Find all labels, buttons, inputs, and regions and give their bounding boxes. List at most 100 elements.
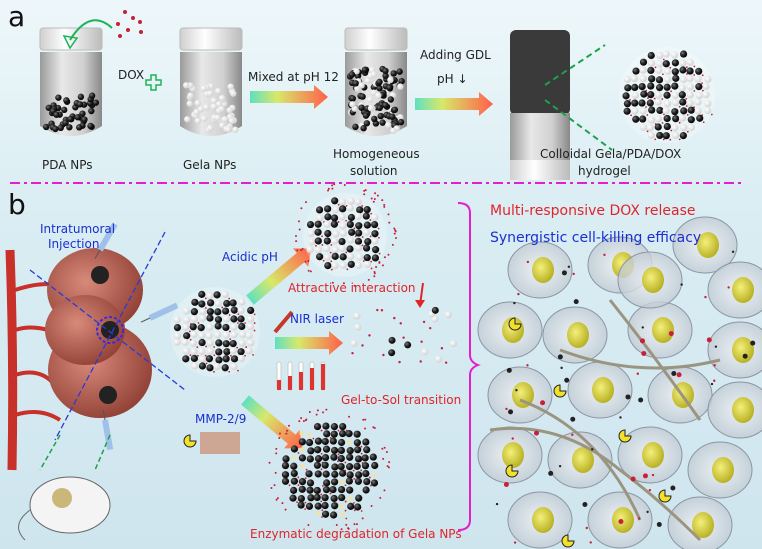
released-particle xyxy=(495,502,499,506)
syringe-needle xyxy=(102,410,106,421)
gela-nanoparticle xyxy=(338,213,346,221)
mix-label: Mixed at pH 12 xyxy=(248,70,339,84)
gela-nanoparticle xyxy=(314,246,322,254)
gela-nanoparticle xyxy=(694,98,702,106)
pda-nanoparticle xyxy=(371,230,379,238)
injected-hydrogel xyxy=(101,321,119,339)
pda-nanoparticle xyxy=(346,220,354,229)
released-dox xyxy=(278,437,281,440)
dox-molecule xyxy=(362,260,365,262)
pda-nanoparticle xyxy=(363,446,371,454)
released-particle xyxy=(713,364,716,367)
syringe-needle xyxy=(94,249,101,259)
pda-nanoparticle xyxy=(198,362,207,370)
gela-nanoparticle xyxy=(213,362,221,371)
pda-nanoparticle xyxy=(355,455,363,463)
gela-nanoparticle xyxy=(704,106,712,115)
pda-nanoparticle xyxy=(281,461,290,470)
pda-nanoparticle xyxy=(313,486,321,495)
dox-molecule xyxy=(360,469,363,472)
mmp-label: MMP-2/9 xyxy=(195,412,247,426)
pda-nanoparticle xyxy=(213,291,221,299)
pda-nanoparticle xyxy=(331,197,339,205)
tumor-model xyxy=(5,231,186,471)
acidic-arrow xyxy=(246,248,312,305)
released-dox xyxy=(309,270,312,273)
pda-nanoparticle xyxy=(329,485,337,494)
released-particle xyxy=(676,372,682,378)
tumor-cell xyxy=(477,301,543,359)
gela-nanoparticle xyxy=(370,71,377,78)
released-dox xyxy=(304,201,307,204)
pda-nanoparticle xyxy=(371,461,379,470)
released-particle xyxy=(713,379,716,382)
released-dox xyxy=(363,189,366,192)
dox-molecule xyxy=(402,336,405,339)
dox-molecule xyxy=(131,16,135,20)
dox-molecule xyxy=(330,268,333,271)
gela-nanoparticle xyxy=(200,85,208,92)
gela-nanoparticle xyxy=(183,82,190,89)
released-dox xyxy=(391,243,394,246)
dox-molecule xyxy=(213,346,216,348)
gela-nanoparticle xyxy=(687,123,695,132)
released-particle xyxy=(558,464,562,468)
sol-particles xyxy=(350,306,457,364)
dox-molecule xyxy=(346,268,349,271)
gela-nanoparticle xyxy=(339,222,347,230)
dox-molecule xyxy=(368,334,371,337)
pda-nanoparticle xyxy=(314,228,322,236)
gela-nanoparticle xyxy=(221,116,229,123)
released-dox xyxy=(394,229,397,232)
pda-nanoparticle xyxy=(339,205,347,213)
released-particle xyxy=(680,283,683,286)
pda-nanoparticle xyxy=(356,206,364,214)
dox-molecule xyxy=(305,468,308,471)
cell-nucleus xyxy=(642,267,664,293)
degraded-gela-fragment xyxy=(300,463,306,468)
gela-nanoparticle xyxy=(198,348,206,356)
pda-nanoparticle xyxy=(376,78,383,86)
dox-molecule xyxy=(345,517,348,520)
blood-vessel xyxy=(5,249,18,471)
gela-nanoparticle xyxy=(647,131,655,140)
pda-nanoparticle xyxy=(298,454,307,462)
adding-gdl-label: Adding GDL xyxy=(420,48,491,62)
gela-nanoparticle xyxy=(206,90,214,97)
released-dox xyxy=(325,408,328,411)
dox-molecule xyxy=(419,360,422,363)
pda-nanoparticle xyxy=(74,114,81,121)
cell-nucleus xyxy=(732,277,754,303)
dox-molecule xyxy=(360,510,363,512)
released-dox xyxy=(382,457,385,460)
dox-molecule xyxy=(204,307,207,309)
pda-nanoparticle xyxy=(362,212,370,220)
gela-nanoparticle xyxy=(364,77,372,85)
pda-nanoparticle xyxy=(376,85,383,92)
dox-molecule xyxy=(422,320,426,324)
gela-nanoparticle xyxy=(678,84,686,92)
gela-nanoparticle xyxy=(331,237,339,245)
pda-nanoparticle xyxy=(656,106,664,115)
released-particle xyxy=(585,526,588,530)
cell-nucleus xyxy=(612,507,634,533)
dox-molecule xyxy=(353,227,356,230)
ph-response-circle xyxy=(294,183,397,287)
pda-nanoparticle xyxy=(173,324,182,332)
gela-nanoparticle xyxy=(214,299,222,308)
syringe-icon xyxy=(94,222,118,259)
vial-pda-nps xyxy=(39,27,103,136)
mmp-enzyme-icon xyxy=(561,534,575,548)
pda-nanoparticle xyxy=(632,67,640,75)
gela-nanoparticle xyxy=(191,362,199,370)
released-dox xyxy=(294,235,297,238)
gela-nanoparticle xyxy=(679,59,687,67)
cell-nucleus xyxy=(567,322,589,348)
dox-molecule xyxy=(352,469,355,472)
released-particle xyxy=(668,331,674,337)
highlight-circle xyxy=(96,316,124,344)
pda-nanoparticle xyxy=(353,439,361,447)
pda-nanoparticle xyxy=(347,260,355,268)
degraded-gela-fragment xyxy=(347,496,353,501)
dox-molecule xyxy=(429,326,432,330)
